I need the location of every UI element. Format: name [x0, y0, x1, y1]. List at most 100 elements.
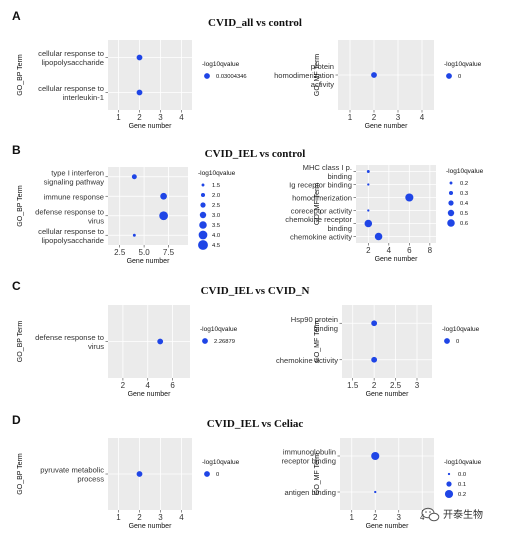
- x-tick-label: 2.5: [390, 381, 402, 390]
- legend-dot: [448, 190, 454, 196]
- term-label: protein homodimerization activity: [274, 62, 334, 89]
- legend-dot: [200, 192, 206, 198]
- chart-mf: 1 2 3 4 immunoglobulin receptor binding antige…: [282, 438, 482, 530]
- legend-label: 0.03004346: [216, 74, 247, 80]
- x-axis-title: Gene number: [366, 523, 409, 530]
- data-point: [371, 72, 377, 78]
- data-point: [374, 490, 377, 494]
- term-label: homodimerization: [292, 194, 352, 203]
- term-label: Ig receptor binding: [289, 181, 352, 190]
- y-axis-title: GO_BP Term: [17, 185, 24, 227]
- legend-label: 0.2: [460, 181, 468, 187]
- legend-label: 0.2: [458, 492, 466, 498]
- x-tick-label: 1: [350, 513, 355, 522]
- legend-dot: [201, 183, 205, 187]
- data-point: [131, 174, 137, 180]
- section-title: CVID_IEL vs Celiac: [207, 418, 304, 430]
- x-axis-title: Gene number: [129, 123, 172, 130]
- data-point: [371, 356, 378, 363]
- section-letter: D: [12, 413, 21, 427]
- term-label: antigen binding: [284, 488, 336, 497]
- section-title: CVID_all vs control: [208, 17, 302, 29]
- legend-title: -log10qvalue: [198, 170, 236, 177]
- legend-dot: [204, 471, 210, 477]
- chart-mf: 1.5 2 2.5 3 Hsp90 protein binding chemokine ac…: [276, 305, 480, 398]
- y-axis-title: GO_BP Term: [17, 321, 24, 363]
- legend-label: 4.5: [212, 243, 220, 249]
- legend-label: 2.5: [212, 203, 220, 209]
- section-title: CVID_IEL vs control: [205, 148, 306, 160]
- data-point: [160, 192, 167, 200]
- term-label: defense response to virus: [35, 207, 104, 225]
- x-tick-label: 5.0: [139, 248, 151, 257]
- legend-dot: [198, 240, 208, 250]
- data-point: [374, 232, 383, 241]
- term-label: immune response: [44, 192, 104, 201]
- watermark: 开泰生物: [421, 507, 483, 522]
- term-label: type I interferon signaling pathway: [44, 168, 105, 186]
- x-tick-label: 3: [158, 113, 163, 122]
- legend-label: 0.1: [458, 482, 466, 488]
- x-axis-title: Gene number: [366, 391, 409, 398]
- plot-panel: [342, 305, 432, 378]
- x-tick-label: 4: [420, 513, 425, 522]
- section-letter: A: [12, 9, 21, 23]
- x-tick-label: 2: [137, 513, 142, 522]
- legend-title: -log10qvalue: [202, 61, 240, 68]
- term-label: Hsp90 protein binding: [291, 315, 338, 333]
- data-point: [371, 320, 378, 327]
- x-tick-label: 8: [428, 246, 433, 255]
- legend-label: 2.26879: [214, 339, 235, 345]
- legend-dot: [446, 481, 452, 487]
- legend-title: -log10qvalue: [444, 61, 482, 68]
- x-axis-title: Gene number: [375, 256, 418, 263]
- legend-dot: [444, 489, 454, 499]
- x-tick-label: 4: [146, 381, 151, 390]
- legend-dot: [198, 230, 208, 240]
- term-label: cellular response to lipopolysaccharide: [38, 49, 104, 67]
- x-tick-label: 2: [121, 381, 126, 390]
- x-tick-label: 3: [158, 513, 163, 522]
- legend-label: 0.5: [460, 211, 468, 217]
- y-axis-title: GO_MF Term: [314, 54, 321, 96]
- plot-panel: [340, 438, 434, 510]
- plot-panel: [108, 40, 192, 110]
- x-tick-label: 2: [372, 113, 377, 122]
- legend-label: 4.0: [212, 233, 220, 239]
- data-point: [132, 233, 136, 237]
- x-axis-title: Gene number: [365, 123, 408, 130]
- term-label: immunoglobulin receptor binding: [282, 448, 336, 466]
- legend-label: 1.5: [212, 183, 220, 189]
- legend-dot: [200, 202, 206, 208]
- legend-title: -log10qvalue: [200, 326, 238, 333]
- term-label: cellular response to lipopolysaccharide: [38, 227, 104, 245]
- y-axis-title: GO_MF Term: [314, 453, 321, 495]
- legend-title: -log10qvalue: [446, 168, 484, 175]
- x-tick-label: 2.5: [114, 248, 126, 257]
- legend-label: 0.0: [458, 472, 466, 478]
- x-tick-label: 3: [415, 381, 420, 390]
- data-point: [136, 471, 143, 477]
- x-axis-title: Gene number: [129, 523, 172, 530]
- chart-bp: 1 2 3 4 pyruvate metabolic process Gene number…: [17, 438, 240, 530]
- term-label: pyruvate metabolic process: [40, 466, 104, 484]
- data-point: [366, 170, 370, 173]
- term-label: coreceptor activity: [291, 207, 352, 216]
- data-point: [371, 451, 380, 461]
- x-tick-label: 4: [179, 113, 184, 122]
- wechat-icon: [421, 507, 440, 522]
- x-tick-label: 3: [397, 513, 402, 522]
- data-point: [367, 209, 370, 212]
- legend-dot: [444, 338, 450, 344]
- chart-bp: 1 2 3 4 cellular response to lipopolysacchari…: [17, 40, 247, 130]
- x-axis-title: Gene number: [127, 258, 170, 265]
- y-axis-title: GO_BP Term: [17, 54, 24, 96]
- data-point: [405, 193, 414, 202]
- data-point: [367, 183, 370, 186]
- term-label: chemokine receptor binding: [285, 215, 352, 233]
- legend-dot: [447, 209, 455, 217]
- legend-dot: [447, 219, 455, 227]
- x-tick-label: 1: [116, 513, 121, 522]
- term-label: MHC class I p. binding: [303, 163, 352, 181]
